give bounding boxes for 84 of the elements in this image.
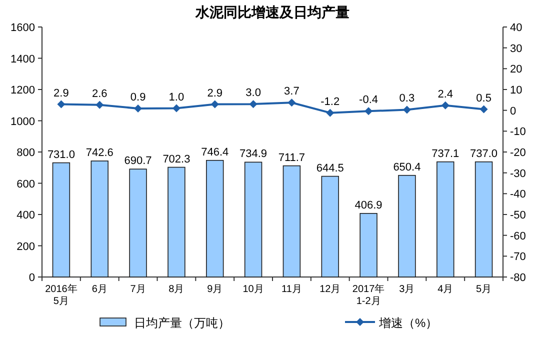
data-label: 1.0: [168, 91, 184, 104]
y2-tick-label: -60: [510, 230, 526, 242]
point: [326, 108, 334, 117]
data-label: 0.9: [130, 91, 146, 104]
y2-tick-label: 0: [510, 105, 516, 118]
data-label: 650.4: [393, 161, 421, 174]
data-label: 746.4: [201, 146, 229, 158]
bar: [52, 162, 70, 278]
x-tick-label: 2016年 5月: [45, 283, 78, 307]
y-tick-label: 0: [28, 272, 35, 284]
data-label: 690.7: [124, 155, 152, 168]
y2-tick-label: -30: [510, 168, 526, 180]
chart-title: 水泥同比增速及日均产量: [194, 4, 350, 20]
bar: [398, 174, 416, 278]
data-label: 702.3: [162, 153, 190, 166]
x-tick-label: 3月: [399, 284, 415, 295]
data-label: 2.4: [438, 88, 454, 100]
point: [480, 105, 488, 114]
point: [402, 106, 411, 114]
y-tick-label: 1400: [10, 53, 35, 66]
bar: [321, 176, 339, 278]
x-tick-label: 6月: [92, 284, 108, 295]
data-label: 3.0: [246, 87, 261, 100]
y-tick-label: 1000: [10, 116, 35, 128]
y2-tick-label: -20: [510, 147, 526, 159]
y2-tick-label: -40: [510, 188, 526, 201]
data-label: 0.3: [399, 92, 415, 105]
x-tick-label: 7月: [130, 284, 146, 295]
legend-label: 日均产量（万吨）: [134, 316, 230, 330]
x-tick-label: 11月: [282, 284, 302, 295]
bar: [206, 160, 224, 278]
bar: [90, 160, 108, 278]
y-tick-label: 1200: [10, 84, 35, 96]
x-tick-label: 4月: [438, 284, 454, 295]
y2-tick-label: -10: [510, 126, 526, 138]
point: [210, 100, 219, 108]
legend-label: 增速（%）: [378, 316, 438, 330]
y-tick-label: 800: [16, 147, 35, 159]
data-label: 406.9: [354, 199, 382, 212]
y-tick-label: 600: [16, 178, 35, 190]
x-tick-label: 5月: [476, 284, 492, 295]
bar: [360, 213, 378, 278]
bar: [436, 161, 454, 278]
point: [57, 100, 66, 108]
data-label: -1.2: [320, 96, 340, 108]
bar: [168, 166, 186, 278]
y2-tick-label: -80: [510, 272, 526, 284]
data-label: 737.1: [432, 148, 460, 160]
y2-tick-label: 40: [510, 22, 522, 34]
data-label: 644.5: [316, 162, 344, 174]
data-label: 2.6: [92, 88, 108, 100]
data-label: 3.7: [284, 86, 300, 98]
y2-tick-label: -70: [510, 251, 526, 264]
data-label: 2.9: [207, 87, 223, 100]
point: [288, 98, 296, 107]
bar: [244, 162, 262, 278]
bar: [282, 165, 301, 278]
data-label: 711.7: [278, 152, 306, 164]
x-tick-label: 12月: [320, 284, 341, 295]
y-tick-label: 400: [16, 210, 35, 222]
point: [172, 104, 180, 112]
data-label: 734.9: [240, 148, 268, 160]
x-tick-label: 9月: [207, 284, 223, 295]
data-label: 2.9: [54, 87, 69, 100]
data-label: 737.0: [470, 148, 498, 160]
y2-tick-label: 10: [510, 84, 522, 96]
data-label: 731.0: [47, 148, 75, 161]
y2-tick-label: -50: [510, 210, 526, 222]
x-tick-label: 8月: [168, 284, 184, 295]
point: [96, 100, 104, 109]
y2-tick-label: 20: [510, 64, 522, 76]
x-tick-label: 2017年 1-2月: [352, 283, 385, 307]
bar: [129, 168, 147, 278]
y-tick-label: 200: [16, 240, 35, 253]
data-label: 0.5: [476, 92, 492, 104]
point: [364, 107, 373, 116]
data-label: 742.6: [86, 146, 114, 159]
y2-tick-label: 30: [510, 42, 522, 55]
point: [249, 100, 258, 108]
point: [441, 101, 450, 110]
data-label: -0.4: [359, 94, 378, 106]
x-tick-label: 10月: [242, 284, 264, 295]
y-tick-label: 1600: [10, 22, 35, 34]
bar: [474, 161, 493, 278]
